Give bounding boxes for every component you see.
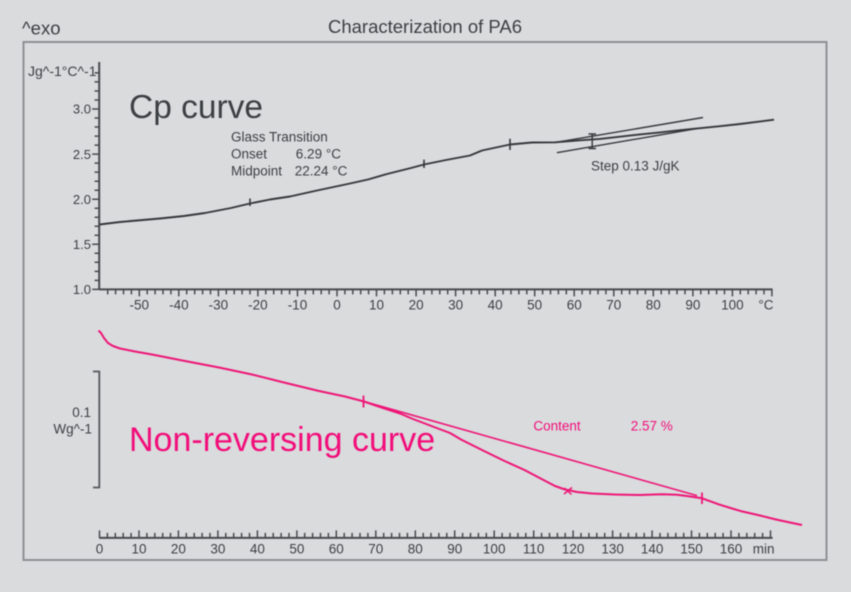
svg-text:6.29 °C: 6.29 °C (296, 147, 341, 162)
svg-text:40: 40 (250, 542, 265, 557)
svg-text:10: 10 (131, 542, 146, 557)
svg-text:10: 10 (369, 298, 384, 313)
svg-text:Glass Transition: Glass Transition (231, 129, 328, 144)
svg-text:Onset: Onset (231, 147, 267, 162)
svg-text:2.57 %: 2.57 % (631, 419, 673, 434)
svg-text:^exo: ^exo (22, 18, 61, 39)
svg-text:-30: -30 (209, 298, 229, 313)
svg-text:2.0: 2.0 (73, 192, 91, 207)
svg-text:70: 70 (606, 298, 621, 313)
svg-text:°C: °C (758, 298, 773, 313)
svg-text:0.1: 0.1 (72, 405, 91, 420)
svg-text:Non-reversing curve: Non-reversing curve (129, 421, 435, 459)
svg-text:Jg^-1°C^-1: Jg^-1°C^-1 (28, 63, 97, 79)
svg-text:160: 160 (720, 542, 743, 557)
svg-text:20: 20 (409, 298, 424, 313)
svg-text:Cp curve: Cp curve (129, 89, 263, 126)
svg-text:Content: Content (533, 419, 581, 434)
svg-text:3.0: 3.0 (73, 102, 91, 117)
svg-text:Wg^-1: Wg^-1 (53, 422, 92, 437)
svg-text:-20: -20 (248, 298, 268, 313)
svg-text:130: 130 (601, 542, 624, 557)
svg-text:60: 60 (329, 542, 344, 557)
svg-text:60: 60 (567, 298, 582, 313)
svg-text:70: 70 (368, 542, 383, 557)
svg-text:1.5: 1.5 (73, 237, 91, 252)
svg-text:150: 150 (680, 542, 703, 557)
svg-text:Midpoint: Midpoint (231, 164, 282, 179)
svg-text:30: 30 (210, 542, 225, 557)
svg-text:100: 100 (483, 542, 506, 557)
svg-text:90: 90 (685, 298, 700, 313)
svg-text:80: 80 (646, 298, 661, 313)
svg-text:2.5: 2.5 (73, 147, 91, 162)
svg-text:50: 50 (527, 298, 542, 313)
svg-text:1.0: 1.0 (73, 282, 91, 297)
svg-text:min: min (753, 542, 775, 557)
svg-text:Step 0.13 J/gK: Step 0.13 J/gK (591, 158, 680, 173)
svg-text:90: 90 (447, 542, 462, 557)
svg-text:110: 110 (523, 542, 545, 557)
svg-text:22.24 °C: 22.24 °C (295, 164, 348, 179)
svg-text:-10: -10 (288, 298, 308, 313)
svg-text:-50: -50 (130, 298, 150, 313)
svg-text:0: 0 (96, 542, 104, 557)
svg-text:120: 120 (562, 542, 585, 557)
svg-text:30: 30 (448, 298, 463, 313)
svg-text:40: 40 (488, 298, 503, 313)
svg-text:100: 100 (721, 298, 744, 313)
svg-text:140: 140 (641, 542, 664, 557)
svg-text:-40: -40 (169, 298, 189, 313)
svg-text:0: 0 (333, 298, 341, 313)
svg-text:Characterization of PA6: Characterization of PA6 (328, 16, 522, 37)
svg-text:50: 50 (289, 542, 304, 557)
svg-text:20: 20 (171, 542, 186, 557)
svg-text:80: 80 (408, 542, 423, 557)
